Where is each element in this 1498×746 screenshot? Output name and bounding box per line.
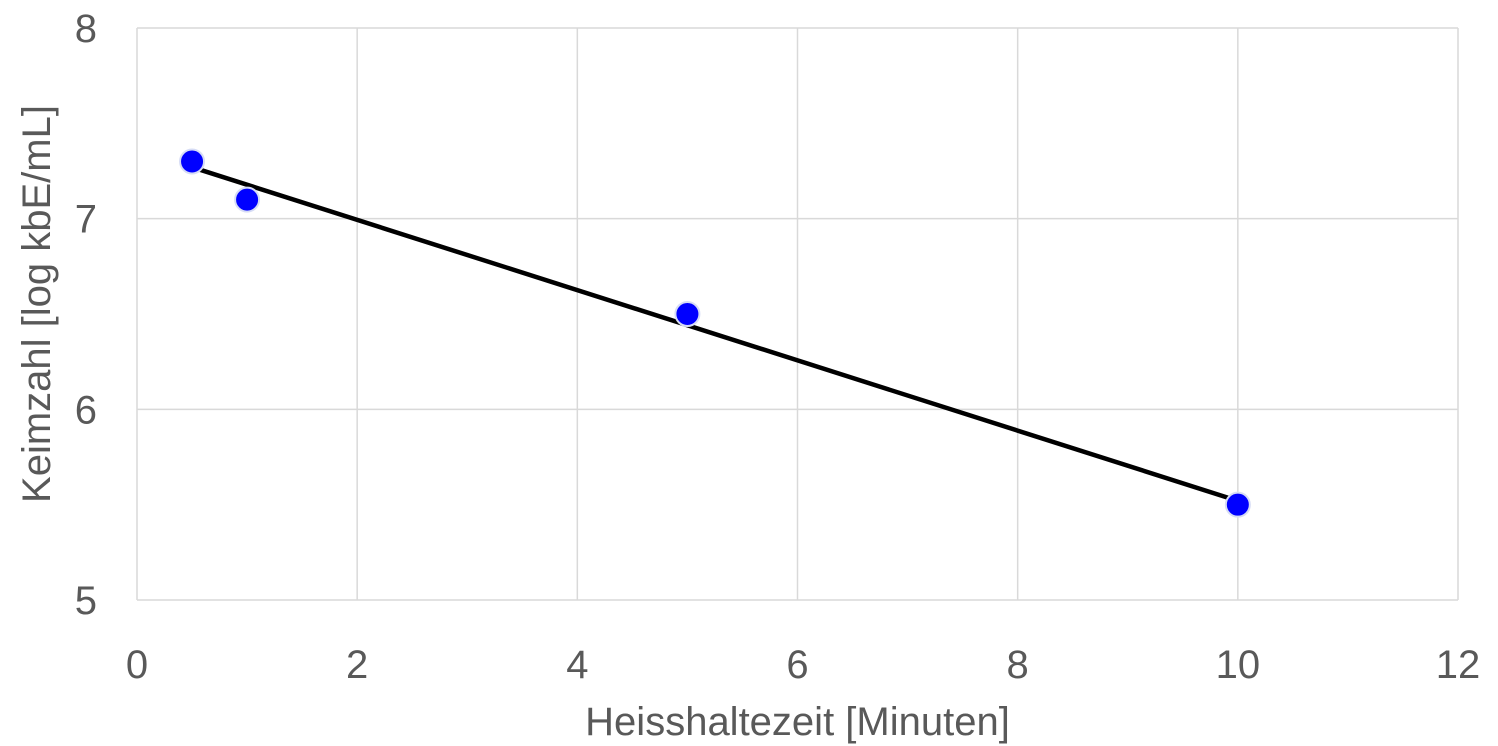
data-point xyxy=(1224,491,1251,518)
x-tick-label: 10 xyxy=(1216,643,1261,687)
data-points xyxy=(179,148,1251,518)
x-axis-title: Heisshaltezeit [Minuten] xyxy=(585,700,1010,744)
x-tick-label: 8 xyxy=(1007,643,1029,687)
y-axis-title: Keimzahl [log kbE/mL] xyxy=(15,105,59,503)
y-tick-label: 7 xyxy=(75,198,97,242)
y-tick-label: 5 xyxy=(75,579,97,623)
x-tick-label: 0 xyxy=(126,643,148,687)
x-tick-label: 2 xyxy=(346,643,368,687)
x-tick-label: 6 xyxy=(786,643,808,687)
trendline-layer xyxy=(191,165,1239,503)
vertical-gridlines xyxy=(136,28,1459,600)
y-tick-labels: 5 6 7 8 xyxy=(75,7,97,623)
x-tick-labels: 0 2 4 6 8 10 12 xyxy=(126,643,1480,687)
y-tick-label: 6 xyxy=(75,388,97,432)
data-point xyxy=(234,186,261,213)
x-tick-label: 4 xyxy=(566,643,588,687)
y-tick-label: 8 xyxy=(75,7,97,51)
trendline xyxy=(191,165,1239,503)
x-tick-label: 12 xyxy=(1436,643,1481,687)
data-point xyxy=(674,301,701,327)
data-point xyxy=(179,148,206,175)
